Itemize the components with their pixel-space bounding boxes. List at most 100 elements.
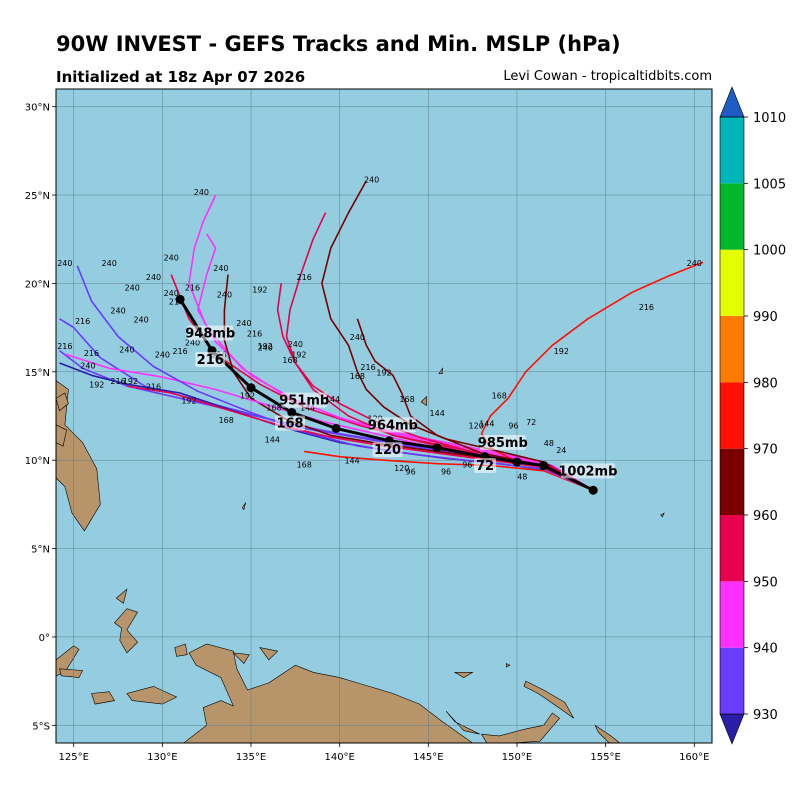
forecast-hour-label: 96: [406, 467, 416, 476]
colorbar-min-extend: [719, 713, 745, 745]
colorbar-segment: [720, 581, 744, 648]
forecast-hour-label: 144: [430, 409, 445, 418]
member-track: [304, 450, 594, 491]
lon-tick-label: 160°E: [679, 752, 709, 763]
colorbar-tick-label: 960: [753, 509, 778, 524]
pressure-label: 951mb: [279, 394, 329, 409]
colorbar-segment: [720, 249, 744, 316]
forecast-hour-label: 240: [350, 333, 365, 342]
pressure-label-backdrop: [195, 351, 226, 367]
forecast-hour-label: 240: [125, 284, 140, 293]
landmass: [114, 608, 139, 654]
forecast-hour-label: 168: [492, 391, 507, 400]
pressure-label-backdrop: [187, 325, 234, 341]
pressure-label-backdrop: [372, 442, 403, 458]
colorbar-segment: [720, 515, 744, 582]
lon-tick-label: 155°E: [590, 752, 620, 763]
pressure-colorbar: 930 940 950 960 970 980 990 1000 1005 1010: [719, 86, 786, 745]
forecast-hour-label: 240: [164, 253, 179, 262]
forecast-hour-label: 192: [123, 377, 138, 386]
forecast-hour-label: 240: [194, 188, 209, 197]
lat-tick-label: 5°N: [31, 545, 50, 556]
landmass: [480, 712, 560, 743]
pressure-label: 1002mb: [558, 464, 617, 479]
pressure-label-backdrop: [474, 458, 497, 474]
forecast-hour-label: 168: [282, 356, 297, 365]
forecast-hour-label: 144: [479, 420, 494, 429]
forecast-hour-label: 192: [240, 391, 255, 400]
forecast-hour-label: 216: [185, 284, 200, 293]
forecast-hour-label: 192: [291, 351, 306, 360]
forecast-hour-label: 192: [89, 381, 104, 390]
forecast-hour-label: 216: [110, 377, 125, 386]
landmass: [115, 588, 128, 604]
lat-tick-label: 15°N: [25, 368, 50, 379]
forecast-hour-label: 216: [75, 317, 90, 326]
forecast-hour-label: 96: [508, 421, 518, 430]
forecast-hour-label: 48: [544, 439, 554, 448]
landmass: [174, 643, 188, 657]
forecast-hour-label: 216: [169, 298, 184, 307]
pressure-label: 985mb: [478, 436, 528, 451]
lat-tick-label: 30°N: [25, 103, 50, 114]
landmass: [259, 647, 279, 661]
landmass: [126, 686, 178, 705]
lon-tick-label: 135°E: [236, 752, 266, 763]
forecast-hour-label: 216: [84, 349, 99, 358]
forecast-hour-label: 192: [376, 368, 391, 377]
forecast-hour-label: 240: [80, 361, 95, 370]
forecast-hour-label: 48: [517, 473, 527, 482]
landmass: [56, 424, 67, 447]
forecast-hour-label: 216: [247, 329, 262, 338]
lon-tick-label: 125°E: [59, 752, 89, 763]
colorbar-tick-label: 980: [753, 376, 778, 391]
forecast-hour-label: 240: [110, 306, 125, 315]
pressure-label: 168: [276, 417, 303, 432]
forecast-hour-label: 144: [265, 436, 280, 445]
colorbar-tick-label: 990: [753, 310, 778, 325]
landmass: [56, 645, 80, 677]
forecast-hour-label: 168: [350, 372, 365, 381]
mean-track-point: [175, 294, 185, 304]
forecast-hour-label: 168: [266, 404, 281, 413]
lon-tick-label: 140°E: [324, 752, 354, 763]
forecast-hour-label: 72: [526, 418, 536, 427]
landmass: [232, 652, 250, 664]
lat-tick-label: 5°S: [32, 721, 50, 732]
landmass: [523, 680, 574, 719]
forecast-hour-label: 216: [639, 303, 654, 312]
forecast-hour-label: 216: [360, 363, 375, 372]
ensemble-mean-track: [175, 294, 598, 495]
forecast-hour-label: 216: [57, 342, 72, 351]
colorbar-segment: [720, 183, 744, 250]
landmass: [445, 710, 480, 735]
map-frame: [55, 88, 713, 744]
forecast-hour-label: 144: [300, 404, 315, 413]
forecast-hour-label: 240: [687, 259, 702, 268]
forecast-hour-label: 192: [181, 397, 196, 406]
colorbar-tick-label: 1000: [753, 244, 786, 259]
land-layer: [56, 367, 665, 743]
pressure-label: 948mb: [185, 326, 235, 341]
forecast-hour-label: 120: [469, 421, 484, 430]
pressure-label-backdrop: [369, 417, 416, 433]
forecast-hour-label: 240: [288, 340, 303, 349]
lat-tick-label: 10°N: [25, 456, 50, 467]
pressure-label: 120: [374, 443, 401, 458]
forecast-hour-label: 240: [258, 344, 273, 353]
forecast-hour-label: 144: [344, 457, 359, 466]
forecast-hour-label: 240: [213, 264, 228, 273]
mean-track-point: [246, 383, 256, 393]
landmass: [241, 502, 246, 511]
forecast-hour-label: 24: [556, 446, 566, 455]
forecast-hour-label: 216: [146, 382, 161, 391]
pressure-label: 72: [476, 459, 494, 474]
mean-track-point: [512, 457, 522, 467]
colorbar-tick-label: 970: [753, 443, 778, 458]
lon-tick-label: 150°E: [502, 752, 532, 763]
forecast-hour-label: 216: [172, 347, 187, 356]
forecast-hour-label: 96: [462, 460, 472, 469]
forecast-hour-label: 144: [325, 395, 340, 404]
